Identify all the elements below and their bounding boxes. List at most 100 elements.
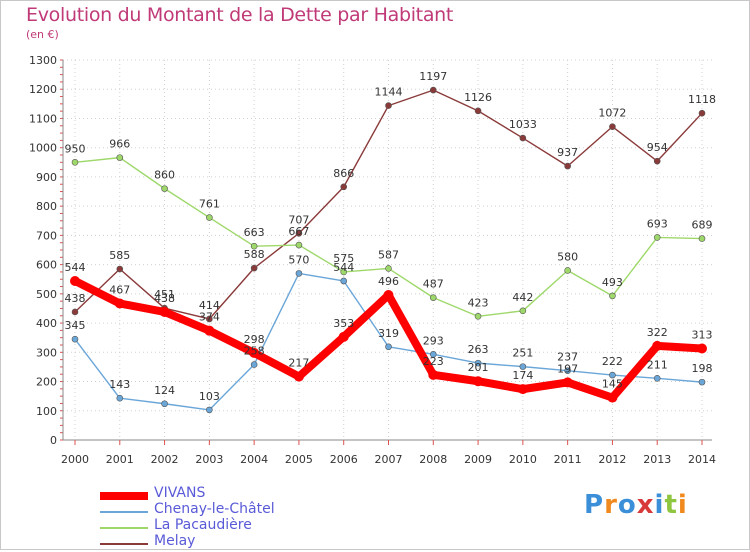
data-label: 667 [288,225,309,238]
legend-swatch [100,492,148,500]
y-tick-label: 0 [50,434,57,447]
data-label: 251 [512,347,533,360]
x-tick-label: 2002 [151,453,179,466]
data-point-1 [116,394,124,402]
data-point-2 [609,292,616,300]
legend-swatch [100,527,148,529]
data-point-0 [473,376,484,387]
data-label: 487 [423,278,444,291]
x-tick-label: 2003 [195,453,223,466]
data-label: 322 [647,326,668,339]
data-point-3 [653,157,661,165]
data-point-3 [429,86,437,94]
data-label: 1144 [375,86,403,99]
data-point-2 [429,294,437,301]
data-point-2 [295,241,303,249]
data-point-0 [204,325,215,336]
data-label: 860 [154,169,175,182]
data-label: 496 [378,275,399,288]
data-label: 693 [647,217,668,230]
data-point-2 [385,265,392,272]
data-point-1 [519,363,527,370]
x-tick-label: 2001 [106,453,134,466]
data-point-1 [385,343,392,351]
data-point-0 [428,369,439,380]
data-point-3 [295,230,303,237]
y-tick-label: 500 [36,288,57,301]
data-point-2 [116,154,124,161]
data-label: 197 [557,362,578,375]
proxiti-logo: Proxiti [584,490,688,520]
data-label: 145 [602,378,623,391]
data-point-1 [250,361,258,368]
data-label: 237 [557,351,578,364]
data-point-3 [698,109,706,117]
data-label: 353 [333,317,354,330]
data-point-3 [564,162,571,170]
data-point-1 [161,400,168,408]
data-label: 217 [288,357,309,370]
data-label: 211 [647,358,668,371]
data-point-0 [159,306,170,317]
data-point-2 [161,185,168,192]
y-tick-label: 800 [36,200,57,213]
data-label: 103 [199,390,220,403]
data-point-0 [70,275,80,286]
data-point-1 [474,359,482,367]
y-tick-label: 900 [36,171,57,184]
data-point-3 [519,134,527,142]
data-point-3 [609,123,616,130]
x-tick-label: 2004 [240,453,268,466]
data-label: 1072 [598,107,626,120]
y-tick-label: 1100 [29,112,57,125]
x-tick-label: 2007 [375,453,403,466]
data-label: 1197 [419,70,447,83]
y-tick-label: 700 [36,229,57,242]
data-label: 761 [199,198,220,211]
data-label: 544 [65,261,86,274]
data-label: 124 [154,384,175,397]
x-tick-label: 2011 [554,453,582,466]
data-label: 1118 [688,93,716,106]
data-label: 966 [109,138,130,151]
data-point-0 [293,371,304,382]
legend-label: La Pacaudière [154,517,252,533]
data-label: 201 [468,361,489,374]
y-tick-label: 600 [36,259,57,272]
data-point-1 [71,335,79,343]
data-label: 438 [154,292,175,305]
data-point-0 [249,347,260,358]
data-label: 866 [333,167,354,180]
y-tick-label: 1200 [29,83,57,96]
data-point-1 [609,371,616,379]
data-point-3 [116,265,124,273]
data-point-1 [206,406,213,414]
x-tick-label: 2008 [419,453,447,466]
plot-area [63,60,712,440]
data-point-2 [340,268,348,276]
data-label: 313 [692,329,713,342]
y-tick-label: 400 [36,317,57,330]
data-label: 689 [692,219,713,232]
data-label: 438 [65,292,86,305]
y-tick-label: 300 [36,346,57,359]
x-tick-label: 2012 [598,453,626,466]
chart-unit: (en €) [26,28,59,41]
data-point-3 [340,183,348,191]
data-point-1 [295,270,303,277]
data-label: 174 [512,369,533,382]
data-point-2 [564,267,571,274]
data-label: 580 [557,250,578,263]
x-tick-label: 2005 [285,453,313,466]
data-point-2 [519,307,527,315]
data-point-1 [564,367,571,375]
chart-title: Evolution du Montant de la Dette par Hab… [26,4,454,26]
data-label: 374 [199,311,220,324]
data-label: 451 [154,288,175,301]
data-label: 293 [423,334,444,347]
data-label: 198 [692,362,713,375]
data-label: 319 [378,327,399,340]
data-point-2 [206,214,213,221]
data-label: 298 [244,333,265,346]
data-point-0 [697,343,707,354]
